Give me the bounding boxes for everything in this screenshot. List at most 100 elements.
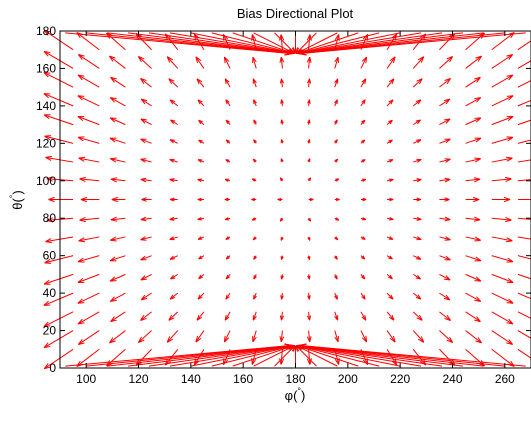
y-axis-label-base: θ( [10,198,25,210]
vector-arrow [43,114,74,126]
vector-arrow [169,216,178,221]
vector-arrow [168,311,179,321]
x-tick-label: 180 [285,372,305,386]
vector-arrow [44,135,74,144]
vector-arrow [79,176,100,183]
vector-arrow [334,56,339,69]
vector-arrow [197,99,205,107]
vector-arrow [78,236,100,243]
vector-arrow [169,292,179,300]
x-tick-label: 260 [495,372,515,386]
vector-arrow [224,178,231,182]
vector-arrow [43,71,74,88]
vector-arrow [360,119,366,125]
vector-arrow [169,99,179,107]
x-tick-label: 120 [128,372,148,386]
x-tick-label: 160 [233,372,253,386]
vector-arrow [166,56,179,69]
vector-arrow [280,139,284,144]
x-tick-label: 100 [76,372,96,386]
vector-arrow [465,273,482,282]
vector-arrow [279,78,284,88]
vector-arrow [195,330,205,343]
vector-arrow [306,330,312,343]
vector-arrow [413,255,422,260]
vector-arrow [491,74,514,88]
vector-arrow [491,95,514,107]
vector-arrow [517,348,531,359]
vector-arrow [198,255,205,260]
vector-arrow [169,236,178,241]
vector-arrow [412,56,425,69]
vector-arrow [45,155,74,163]
vector-arrow [439,98,451,107]
vector-arrow [252,158,257,163]
vector-arrow [334,78,339,88]
vector-arrow [517,99,531,107]
vector-arrow [334,330,339,343]
vector-arrow [465,292,482,302]
y-tick-label: 100 [36,174,56,188]
vector-arrow [491,54,513,69]
vector-arrow [465,216,481,222]
vector-arrow [412,119,421,126]
x-tick-label: 220 [390,372,410,386]
vector-arrow [43,311,74,328]
vector-arrow [138,330,152,343]
vector-arrow [225,99,231,107]
vector-arrow [252,236,257,241]
vector-arrow [465,330,482,344]
vector-arrow [360,139,366,144]
vector-arrow [465,137,482,144]
vector-arrow [110,236,126,242]
vector-arrow [306,56,312,69]
vector-arrow [386,292,394,300]
vector-arrow [386,78,395,88]
vector-arrow [307,293,311,300]
vector-arrow [197,216,205,221]
vector-arrow [465,76,481,88]
vector-arrow [334,292,338,300]
vector-arrow [169,197,178,202]
chart-title: Bias Directional Plot [237,6,354,21]
vector-arrow [360,197,367,202]
vector-arrow [110,216,126,222]
vector-arrow [78,156,100,163]
vector-arrow [77,74,100,88]
vector-arrow [141,197,152,202]
y-axis-label-degree: ° [8,194,18,198]
vector-arrow [491,292,514,304]
y-axis-label-end: ) [10,190,25,194]
vector-arrow [224,78,231,88]
vector-arrow [465,311,481,323]
vector-arrow [224,217,231,221]
vector-arrow [517,199,531,200]
vector-arrow [360,159,366,163]
vector-arrow [360,236,366,240]
vector-arrow [439,118,451,126]
vector-arrow [279,330,285,343]
vector-arrow [110,177,126,183]
vector-arrow [138,56,152,69]
vector-arrow [465,236,481,242]
vector-arrow [491,115,514,126]
vector-arrow [225,236,231,240]
vector-arrow [360,56,368,69]
vector-arrow [439,158,451,163]
vector-arrow [109,273,126,282]
vector-arrow [198,274,205,280]
vector-arrow [253,139,257,144]
vector-arrow [279,177,284,182]
vector-arrow [77,255,100,263]
vector-arrow [386,178,394,183]
vector-arrow [169,139,178,144]
vector-arrow [517,60,531,69]
vector-arrow [44,255,74,264]
y-tick-label: 160 [36,61,56,75]
vector-arrow [279,56,285,69]
vector-arrow [79,216,100,223]
vector-arrow [279,217,284,222]
vector-arrow [386,56,396,69]
vector-arrow [280,255,284,260]
